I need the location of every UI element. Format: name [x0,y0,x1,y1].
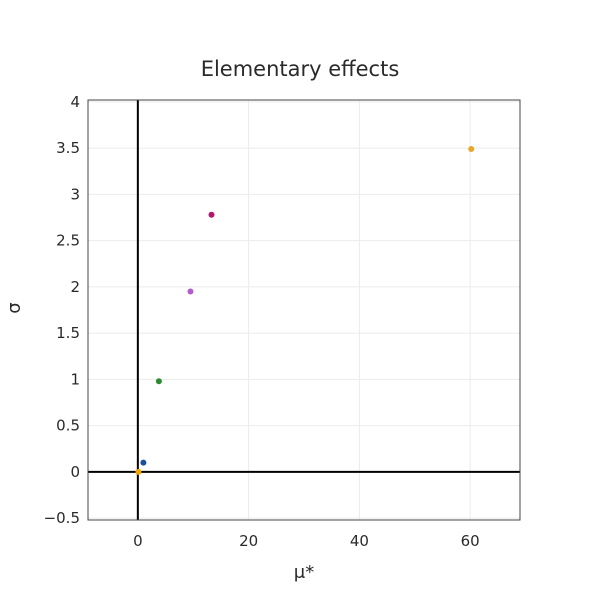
y-tick-label: 0.5 [56,417,80,435]
x-tick-label: 20 [239,532,258,550]
scatter-point[interactable] [468,146,475,153]
y-tick-label: 1.5 [56,324,80,342]
scatter-point[interactable] [187,288,194,295]
chart-title: Elementary effects [201,57,400,81]
scatter-point[interactable] [208,211,215,218]
tick-labels: 0 20 40 60 −0.5 0 0.5 1 1.5 2 2.5 3 3.5 4 [44,93,480,550]
scatter-point[interactable] [140,459,147,466]
y-axis-label: σ [4,302,25,313]
points-layer [135,146,475,475]
y-tick-label: 1 [70,370,80,388]
x-tick-label: 0 [133,532,143,550]
grid-layer [88,100,520,520]
y-tick-label: −0.5 [44,509,80,527]
x-axis-label: μ* [294,562,314,583]
scatter-point[interactable] [135,468,142,475]
y-tick-label: 4 [70,93,80,111]
scatter-point[interactable] [155,378,162,385]
y-tick-label: 2.5 [56,232,80,250]
zero-lines [88,100,520,520]
x-tick-label: 60 [461,532,480,550]
plot-frame [87,99,521,521]
y-tick-label: 3 [70,185,80,203]
y-tick-label: 0 [70,463,80,481]
y-tick-label: 2 [70,278,80,296]
x-tick-label: 40 [350,532,369,550]
y-tick-label: 3.5 [56,139,80,157]
